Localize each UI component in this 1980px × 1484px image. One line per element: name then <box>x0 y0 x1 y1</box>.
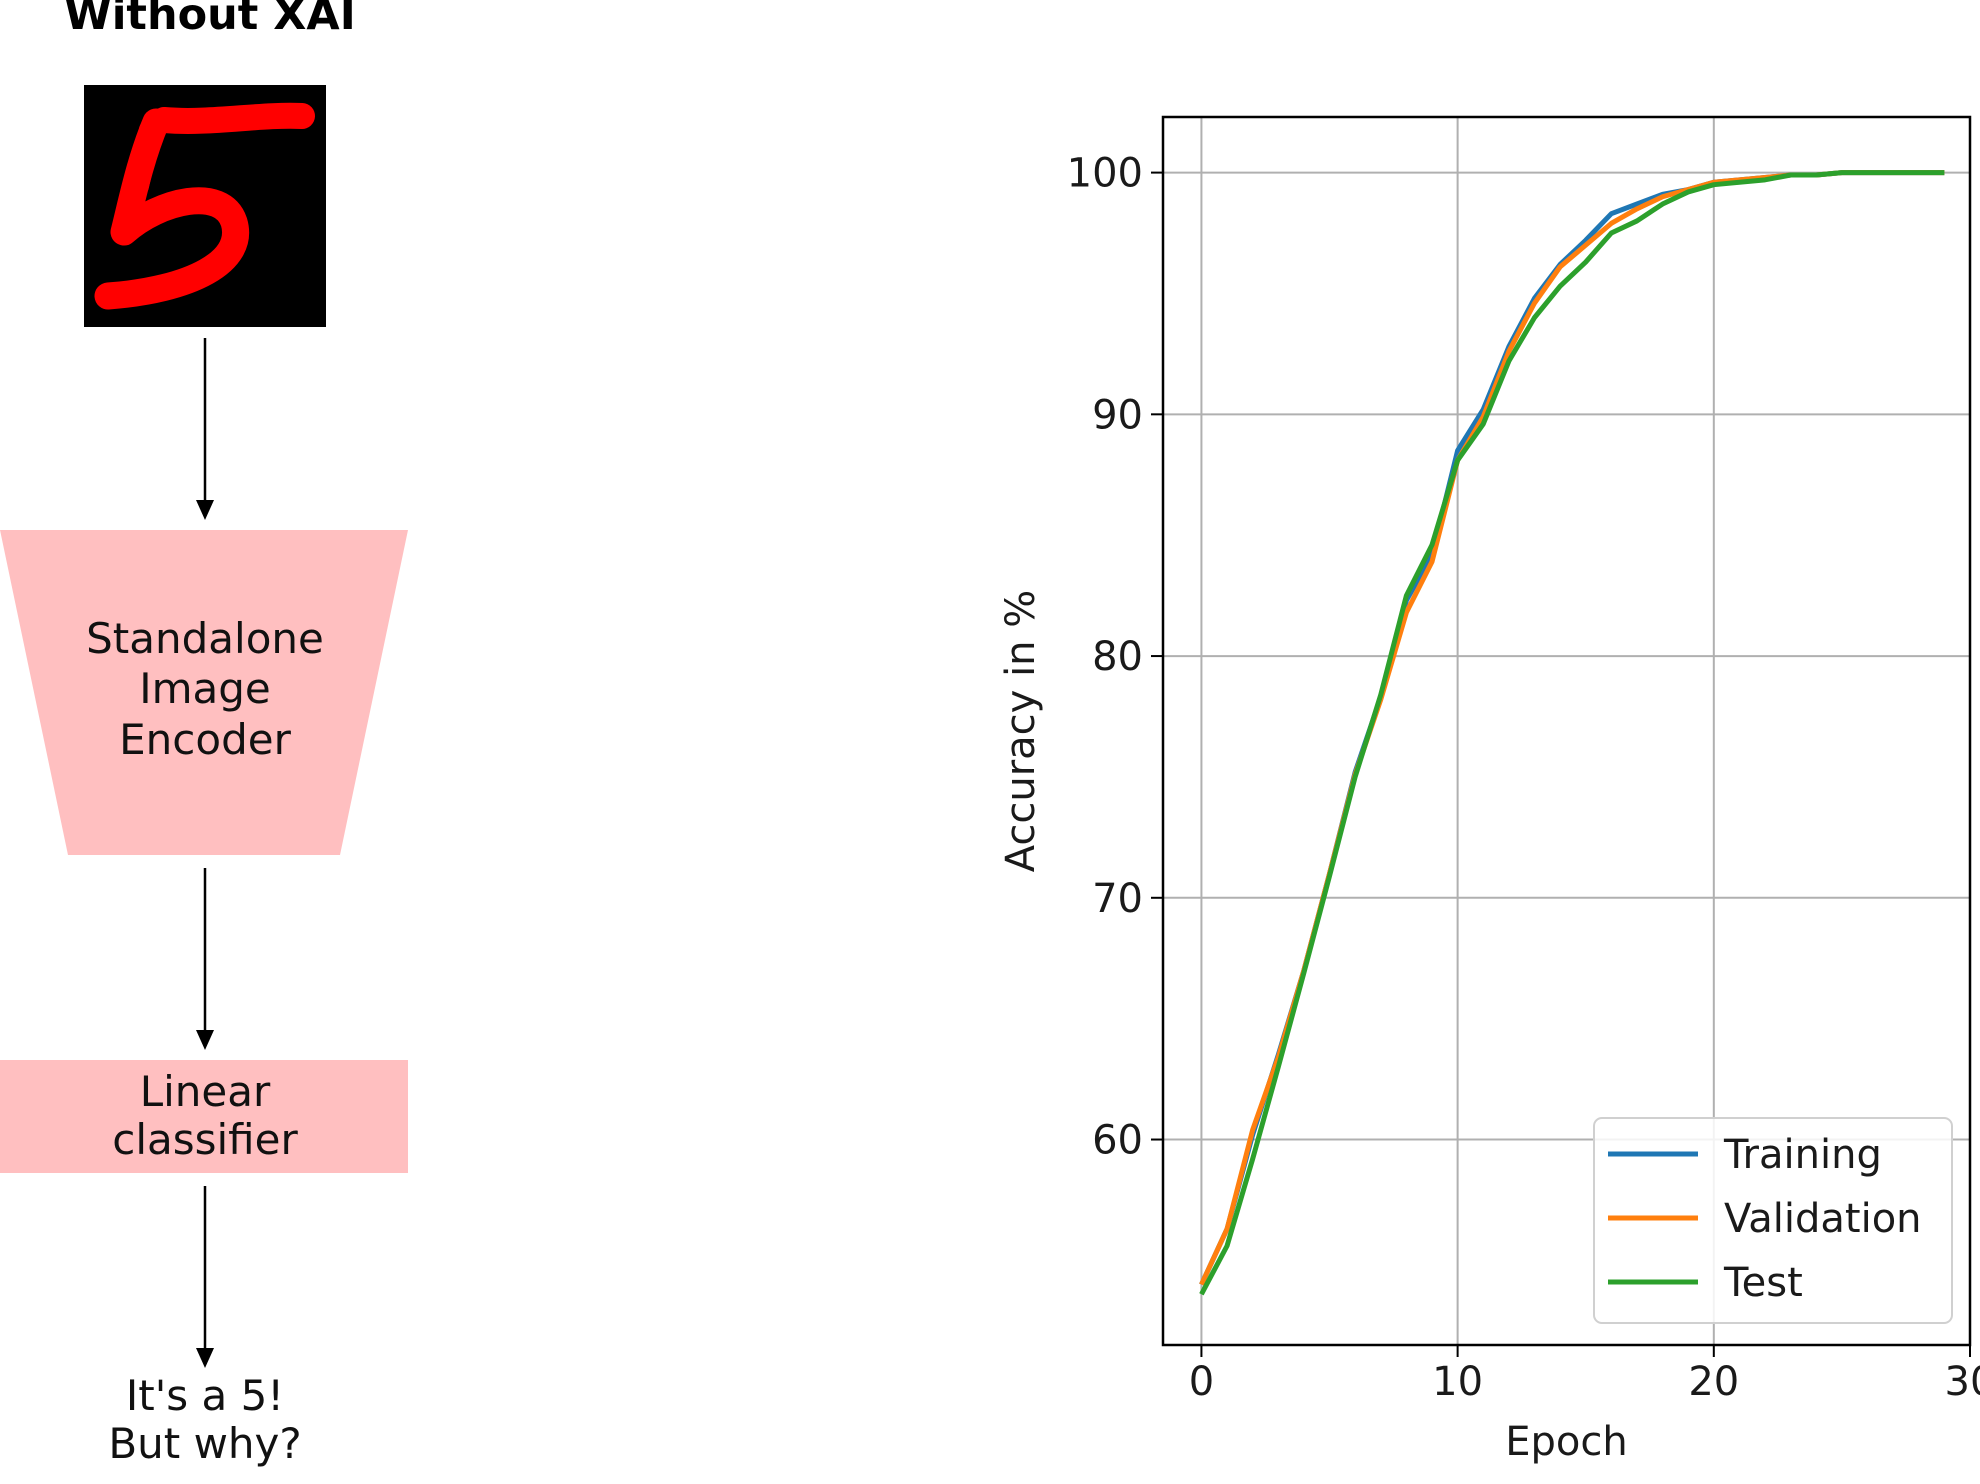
x-tick-label: 0 <box>1189 1359 1214 1405</box>
arrow-image-to-encoder <box>196 338 214 520</box>
classifier-label-line-2: classifier <box>112 1115 298 1165</box>
legend-box <box>1593 1117 1953 1324</box>
y-tick-label: 100 <box>1067 151 1143 197</box>
classifier-label: Linear classifier <box>30 1067 380 1165</box>
accuracy-chart: 0 10 20 30 60 70 80 90 100 Epoch Accuracy in % T… <box>960 0 1980 1480</box>
digit-five-glyph <box>94 102 315 310</box>
diagram-title: Without XAI <box>64 0 356 40</box>
x-axis-label: Epoch <box>1505 1419 1627 1465</box>
arrow-encoder-to-classifier <box>196 868 214 1050</box>
classifier-block <box>0 1060 408 1173</box>
arrow-classifier-to-output <box>196 1186 214 1368</box>
x-tick-label: 30 <box>1945 1359 1980 1405</box>
output-text: It's a 5! But why? <box>30 1371 380 1469</box>
chart-svg: 0 10 20 30 60 70 80 90 100 Epoch Accuracy in % T… <box>998 115 1980 1465</box>
series-lines <box>1199 170 1945 1296</box>
y-tick-label: 90 <box>1092 392 1143 438</box>
output-line-1: It's a 5! <box>125 1371 285 1420</box>
encoder-label-line-1: Standalone <box>86 614 324 663</box>
encoder-label-line-3: Encoder <box>119 714 291 764</box>
y-tick-label: 60 <box>1092 1118 1143 1164</box>
diagram-graphics <box>0 85 408 1368</box>
encoder-label-line-2: Image <box>139 664 271 714</box>
pipeline-diagram: Without XAI <box>0 0 420 1480</box>
y-axis-label: Accuracy in % <box>998 590 1044 873</box>
x-tick-label: 10 <box>1432 1359 1483 1405</box>
output-line-2: But why? <box>108 1419 302 1469</box>
encoder-label: Standalone Image Encoder <box>30 614 380 765</box>
classifier-label-line-1: Linear <box>139 1067 271 1116</box>
series-line-test <box>1199 170 1945 1296</box>
y-tick-label: 70 <box>1092 876 1143 922</box>
encoder-block <box>0 530 408 855</box>
plot-frame <box>1161 115 1972 1347</box>
legend-label-test: Test <box>1723 1260 1803 1306</box>
x-tick-label: 20 <box>1688 1359 1739 1405</box>
legend-label-validation: Validation <box>1724 1196 1922 1242</box>
axis-ticks: 0 10 20 30 60 70 80 90 100 <box>1067 151 1980 1405</box>
legend-label-training: Training <box>1723 1132 1882 1178</box>
input-digit-image <box>84 85 326 327</box>
legend: Training Validation Test <box>1593 1117 1953 1324</box>
y-tick-label: 80 <box>1092 634 1143 680</box>
